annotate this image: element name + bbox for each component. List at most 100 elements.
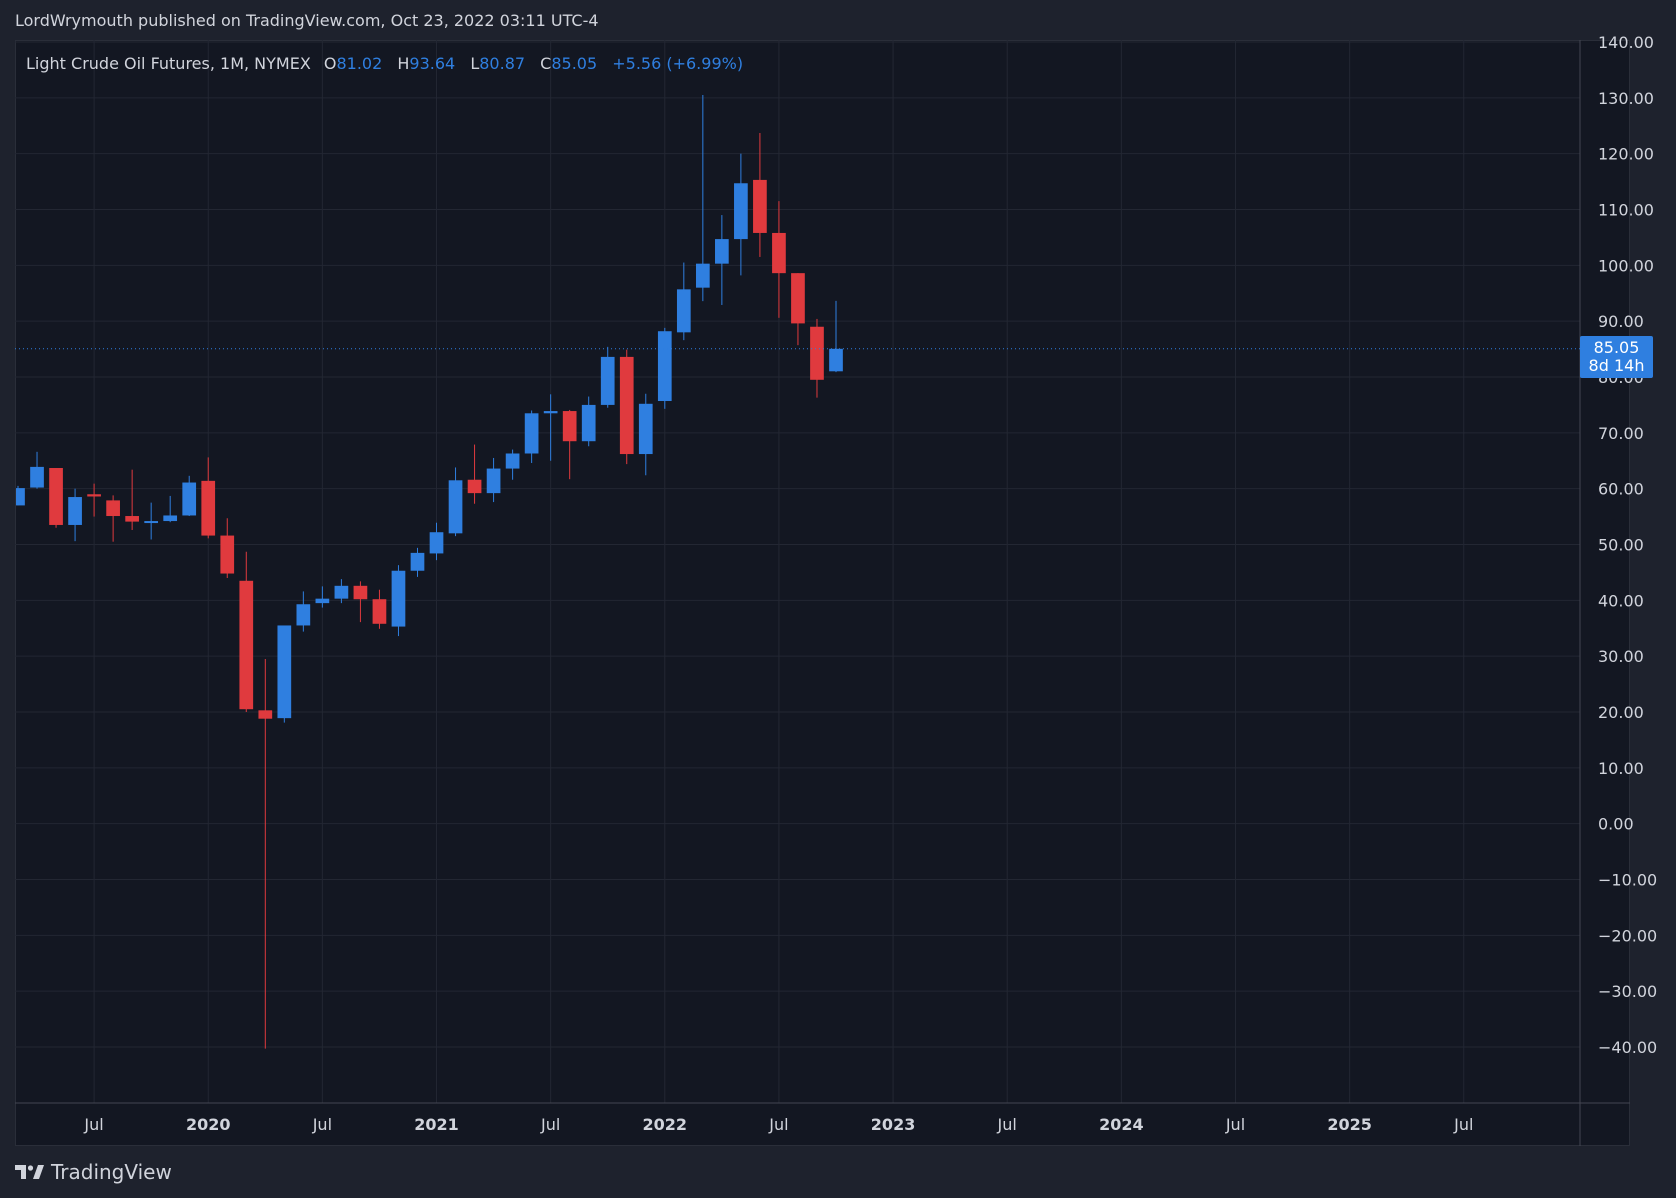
candle-body <box>372 599 387 624</box>
time-axis: Jul 2020 Jul 2021 Jul 2022 Jul 2023 Jul 2024 Jul 20… <box>83 1115 1473 1134</box>
candle <box>30 451 44 489</box>
time-tick-label: 2024 <box>1099 1115 1144 1134</box>
candle-body <box>353 585 368 600</box>
candle <box>258 658 273 1049</box>
candle <box>49 468 63 528</box>
price-tick-label: 120.00 <box>1598 145 1654 164</box>
price-tick-label: 0.00 <box>1598 815 1634 834</box>
candle <box>505 449 520 480</box>
candle <box>734 153 748 276</box>
candle-body <box>296 604 311 626</box>
candle <box>201 457 216 539</box>
time-tick-label: 2025 <box>1327 1115 1372 1134</box>
candle <box>695 95 710 302</box>
candle-body <box>753 179 767 233</box>
candle <box>277 625 292 723</box>
candle-body <box>581 404 596 442</box>
candle <box>810 318 824 398</box>
time-tick-label: Jul <box>83 1115 103 1134</box>
candle-body <box>30 466 44 488</box>
candle-body <box>220 535 235 574</box>
candle-body <box>49 468 63 525</box>
candle-body <box>467 479 482 494</box>
candle-body <box>258 710 273 719</box>
candle-body <box>277 625 292 719</box>
candle-body <box>239 580 254 710</box>
candle-body <box>791 273 805 324</box>
time-tick-label: Jul <box>997 1115 1017 1134</box>
candle-body <box>106 500 120 517</box>
time-tick-label: Jul <box>312 1115 332 1134</box>
candle <box>410 547 425 577</box>
candle-body <box>657 331 672 402</box>
tradingview-brand[interactable]: TradingView <box>15 1160 172 1184</box>
candle-body <box>201 480 216 536</box>
candle <box>429 522 444 561</box>
high-label: H <box>397 54 410 73</box>
candle-body <box>144 521 159 524</box>
candle-body <box>715 239 729 264</box>
grid-lines <box>15 40 1580 1103</box>
price-tick-label: 140.00 <box>1598 33 1654 52</box>
candle-body <box>676 289 691 333</box>
candle-body <box>562 411 577 442</box>
publish-info: LordWrymouth published on TradingView.co… <box>15 11 599 30</box>
candle-body <box>619 356 634 455</box>
open-label: O <box>323 54 337 73</box>
candle-body <box>334 585 349 599</box>
candle-body <box>429 532 444 554</box>
price-tick-label: 130.00 <box>1598 89 1654 108</box>
price-tick-label: 10.00 <box>1598 759 1644 778</box>
price-tick-label: 20.00 <box>1598 703 1644 722</box>
brand-name: TradingView <box>51 1160 172 1184</box>
change-value: +5.56 (+6.99%) <box>612 54 744 73</box>
candle <box>638 393 653 476</box>
candle <box>676 262 691 341</box>
candle-body <box>695 263 710 288</box>
candle <box>239 551 254 712</box>
candles <box>16 95 843 1049</box>
close-value: 85.05 <box>551 54 598 73</box>
candle-body <box>524 413 539 454</box>
candle <box>87 483 101 517</box>
time-tick-label: 2021 <box>414 1115 459 1134</box>
current-price-tag: 85.05 8d 14h <box>1580 336 1653 378</box>
time-tick-label: Jul <box>1225 1115 1245 1134</box>
current-price-value: 85.05 <box>1593 338 1640 357</box>
chart-panel[interactable] <box>15 40 1630 1146</box>
candle-body <box>125 516 139 522</box>
candle <box>543 394 558 461</box>
low-label: L <box>470 54 480 73</box>
candle-body <box>600 356 615 405</box>
candle <box>220 518 235 578</box>
candle <box>16 485 25 506</box>
candle <box>486 457 501 503</box>
candle <box>372 589 387 629</box>
candle <box>829 300 843 373</box>
candle-body <box>163 515 178 522</box>
price-tick-label: 40.00 <box>1598 591 1644 610</box>
candle <box>562 409 577 480</box>
candle-body <box>87 494 101 497</box>
candle <box>753 133 767 257</box>
candle <box>163 495 178 523</box>
candle <box>125 469 139 530</box>
time-tick-label: 2023 <box>871 1115 916 1134</box>
candle-body <box>391 570 406 627</box>
candle-body <box>543 411 558 414</box>
candle-body <box>68 497 82 525</box>
price-tick-label: −40.00 <box>1598 1038 1657 1057</box>
time-tick-label: Jul <box>768 1115 788 1134</box>
candle <box>524 410 539 463</box>
high-value: 93.64 <box>409 54 456 73</box>
candle-body <box>829 348 843 372</box>
candle <box>391 565 406 637</box>
candle <box>467 444 482 504</box>
candle <box>296 591 311 632</box>
time-tick-label: 2022 <box>643 1115 688 1134</box>
price-tick-label: −20.00 <box>1598 926 1657 945</box>
candle <box>353 581 368 623</box>
price-tick-label: −10.00 <box>1598 871 1657 890</box>
symbol-legend[interactable]: Light Crude Oil Futures, 1M, NYMEX O81.0… <box>26 54 743 73</box>
